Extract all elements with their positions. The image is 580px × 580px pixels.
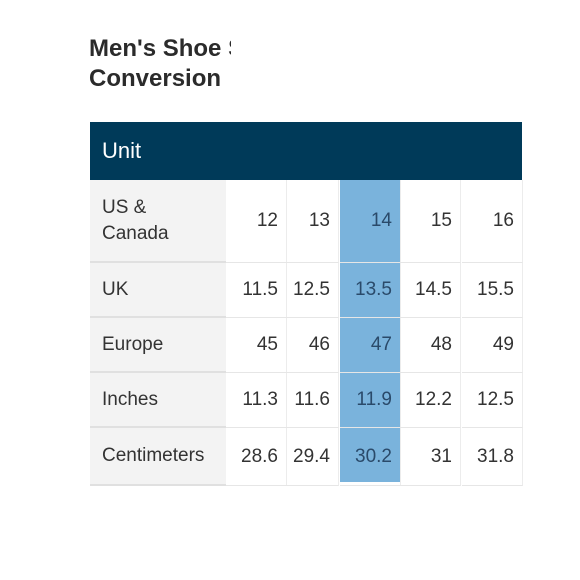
page-title: Men's Shoe Size Conversion (89, 34, 231, 94)
table-cell: 30.2 (340, 428, 401, 486)
table-cell: 49 (462, 318, 523, 373)
header-unit-label: Unit (102, 138, 142, 163)
row-label-line: Europe (102, 333, 164, 355)
table-cell: 11.3 (226, 373, 287, 428)
table-cell: 12.5 (462, 373, 523, 428)
row-label: US & Canada (90, 180, 226, 263)
row-label-line: UK (102, 278, 129, 300)
table-cell: 11.6 (278, 373, 339, 428)
table-cell: 12.2 (400, 373, 461, 428)
row-label-line: Centimeters (102, 445, 205, 466)
table-cell: 14 (340, 180, 401, 263)
row-label: Inches (90, 373, 226, 428)
table-cell: 11.9 (340, 373, 401, 428)
table-cell: 28.6 (226, 428, 287, 486)
table-cell: 12.5 (278, 263, 339, 318)
label-column (90, 180, 226, 486)
table-cell: 31 (400, 428, 461, 486)
table-cell: 16 (462, 180, 523, 263)
row-label-line: Inches (102, 388, 158, 410)
table-cell: 46 (278, 318, 339, 373)
table-header: Unit (90, 122, 522, 180)
title-line-2: Conversion (89, 65, 222, 92)
table-cell: 47 (340, 318, 401, 373)
title-line-1: Men's Shoe Size (89, 35, 231, 62)
table-cell: 29.4 (278, 428, 339, 486)
table-cell: 31.8 (462, 428, 523, 486)
table-cell: 15.5 (462, 263, 523, 318)
table-cell: 48 (400, 318, 461, 373)
row-label: UK (90, 263, 226, 318)
highlighted-column (340, 180, 400, 482)
row-label-line: Canada (102, 222, 169, 244)
table-cell: 13.5 (340, 263, 401, 318)
row-label-line: US & (102, 196, 147, 218)
size-conversion-table: Unit US & Canada 12 13 14 15 16 UK 11.5 12.5 13.5 1… (90, 122, 523, 486)
table-cell: 15 (400, 180, 461, 263)
row-label: Centimeters (90, 428, 226, 486)
row-label: Europe (90, 318, 226, 373)
table-cell: 13 (278, 180, 339, 263)
table-cell: 14.5 (400, 263, 461, 318)
table-cell: 11.5 (226, 263, 287, 318)
table-cell: 45 (226, 318, 287, 373)
table-cell: 12 (226, 180, 287, 263)
